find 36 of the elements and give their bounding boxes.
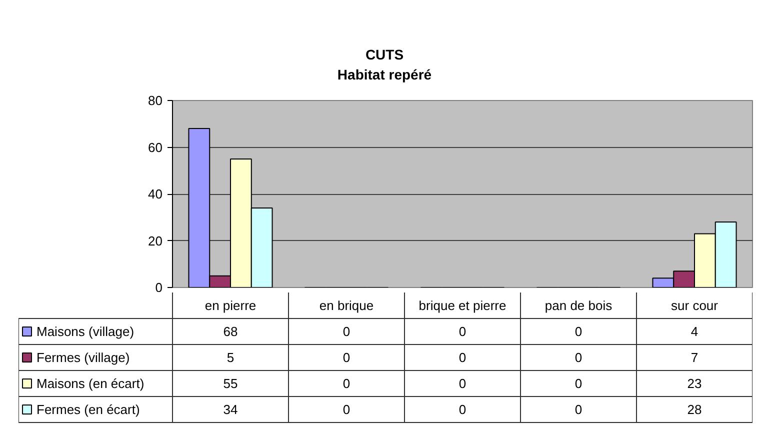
- data-label: 0: [574, 402, 582, 417]
- data-label: 0: [574, 324, 582, 339]
- data-label: 23: [687, 376, 702, 391]
- y-tick-label: 60: [148, 140, 163, 155]
- y-tick-label: 80: [148, 93, 163, 108]
- data-label: 55: [223, 376, 238, 391]
- data-label: 0: [342, 376, 350, 391]
- data-label: 0: [458, 402, 466, 417]
- x-tick-label: en pierre: [204, 298, 256, 313]
- x-tick-label: pan de bois: [544, 298, 613, 313]
- chart-title: CUTS: [365, 46, 404, 62]
- data-label: 0: [574, 350, 582, 365]
- data-label: 68: [223, 324, 238, 339]
- data-label: 0: [458, 376, 466, 391]
- data-label: 0: [342, 324, 350, 339]
- data-label: 34: [223, 402, 238, 417]
- y-tick-label: 40: [148, 186, 163, 202]
- legend-label: Maisons (en écart): [36, 376, 144, 391]
- legend-label: Fermes (village): [36, 350, 130, 365]
- y-tick-label: 0: [155, 280, 163, 295]
- data-label: 0: [458, 324, 466, 339]
- chart-subtitle: Habitat repéré: [337, 66, 432, 82]
- data-label: 0: [342, 350, 350, 365]
- legend-label: Fermes (en écart): [36, 402, 140, 417]
- data-label: 28: [687, 402, 702, 417]
- x-tick-label: brique et pierre: [418, 298, 506, 313]
- y-tick-label: 20: [148, 233, 163, 248]
- x-tick-label: sur cour: [671, 298, 719, 313]
- data-label: 0: [574, 376, 582, 391]
- data-label: 4: [690, 324, 698, 339]
- x-tick-label: en brique: [319, 298, 374, 313]
- data-label: 5: [226, 350, 234, 365]
- data-label: 0: [342, 402, 350, 417]
- legend-label: Maisons (village): [36, 324, 134, 339]
- data-label: 0: [458, 350, 466, 365]
- data-label: 7: [690, 350, 698, 365]
